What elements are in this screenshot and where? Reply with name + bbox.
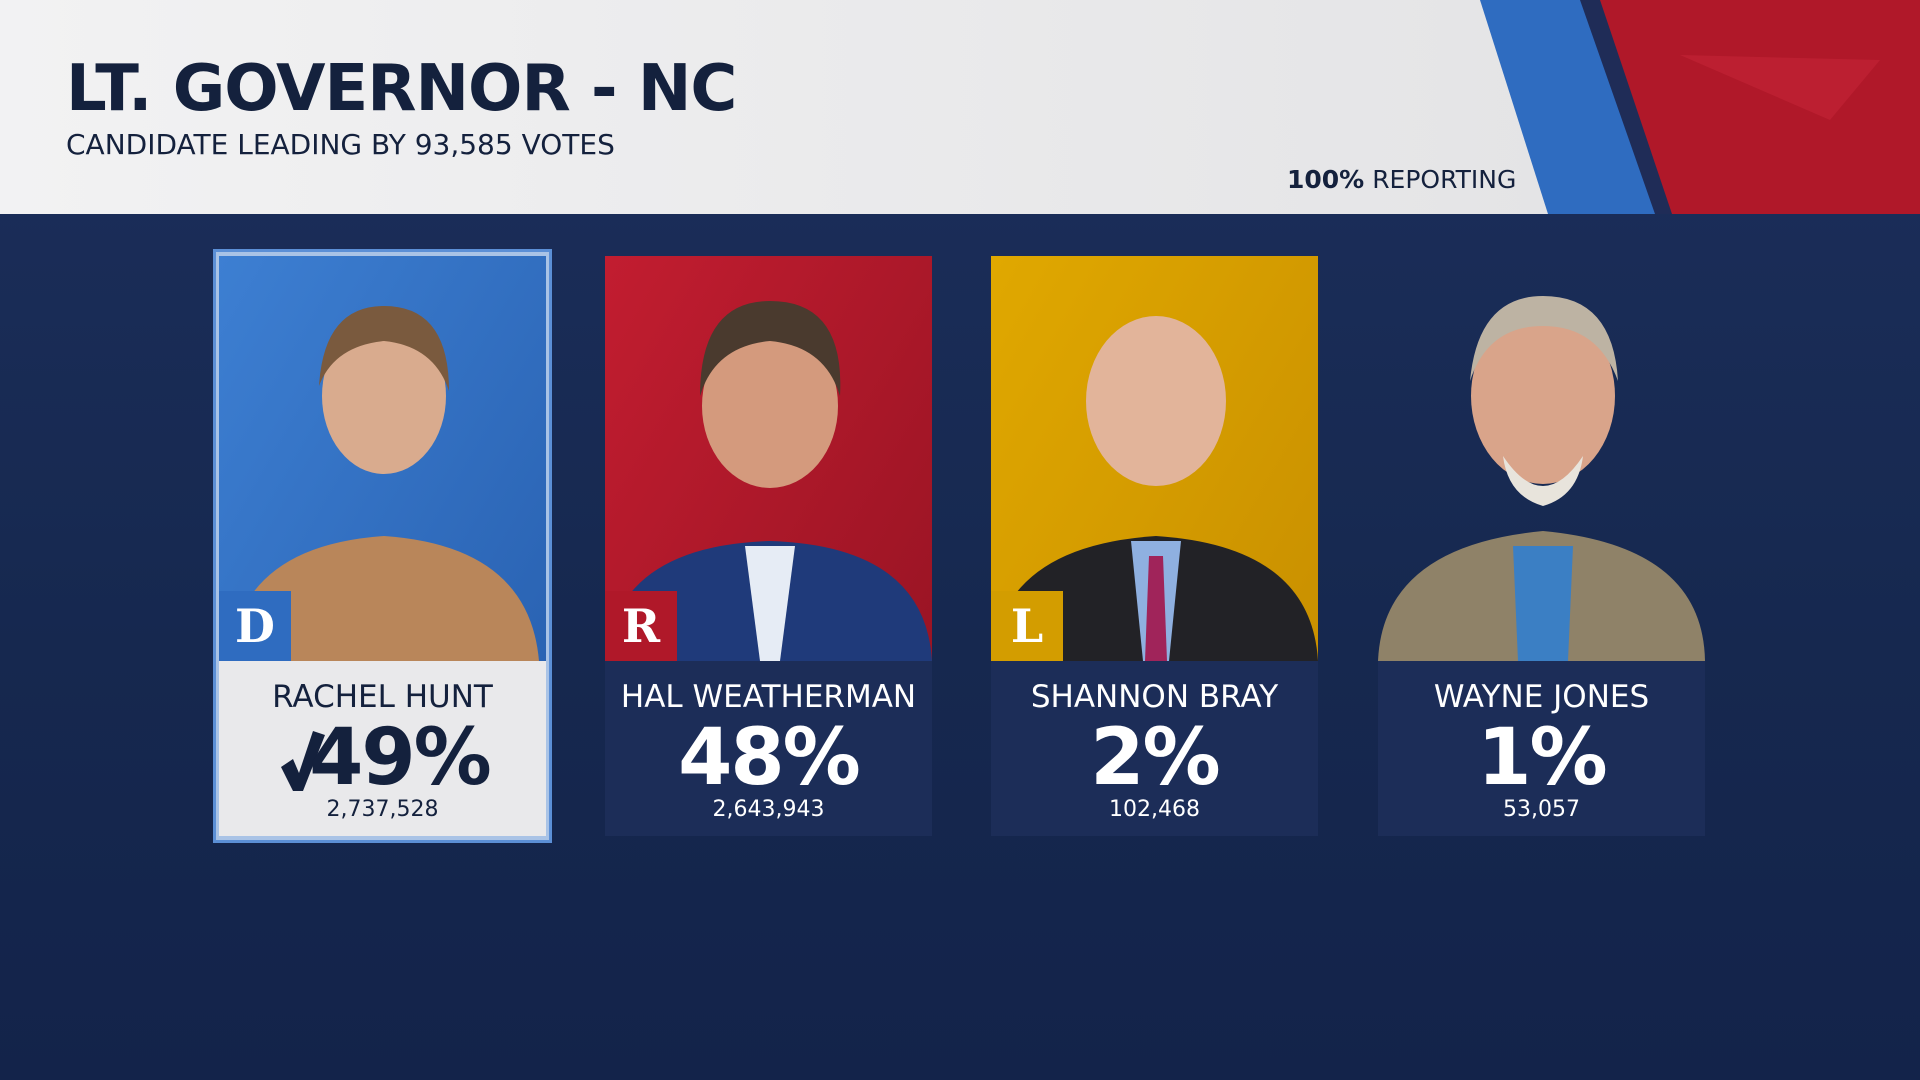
candidate-name: WAYNE JONES [1433,679,1650,715]
reporting-percent: 100% [1287,165,1365,194]
party-badge: D [219,591,291,661]
winner-check [281,731,325,791]
candidate-card: L SHANNON BRAY 2% 102,468 [991,256,1318,836]
candidate-photo [1378,256,1705,661]
candidate-votes: 102,468 [1109,797,1200,822]
candidate-info: SHANNON BRAY 2% 102,468 [991,661,1318,836]
candidate-card: WAYNE JONES 1% 53,057 [1378,256,1705,836]
candidate-name: SHANNON BRAY [1030,679,1279,715]
header: LT. GOVERNOR - NC CANDIDATE LEADING BY 9… [0,0,1920,214]
candidate-percent: 2% [1090,713,1220,803]
candidate-photo: L [991,256,1318,661]
candidate-card: R HAL WEATHERMAN 48% 2,643,943 [605,256,932,836]
candidate-info: HAL WEATHERMAN 48% 2,643,943 [605,661,932,836]
party-badge: L [991,591,1063,661]
candidate-name: RACHEL HUNT [272,679,493,715]
title: LT. GOVERNOR - NC [66,52,737,126]
candidate-card: D RACHEL HUNT 49% 2,737,528 [219,256,546,836]
candidate-name: HAL WEATHERMAN [620,679,917,715]
subtitle: CANDIDATE LEADING BY 93,585 VOTES [66,128,615,161]
candidate-percent: 48% [678,713,861,803]
candidate-percent: 49% [309,713,492,803]
reporting: 100% REPORTING [1287,165,1516,194]
reporting-label: REPORTING [1372,165,1517,194]
candidate-votes: 2,643,943 [712,797,825,822]
candidate-info: RACHEL HUNT 49% 2,737,528 [219,661,546,836]
candidate-info: WAYNE JONES 1% 53,057 [1378,661,1705,836]
candidate-photo: D [219,256,546,661]
candidate-votes: 2,737,528 [326,797,439,822]
candidate-votes: 53,057 [1503,797,1580,822]
header-decoration [1480,0,1920,214]
candidate-percent: 1% [1477,713,1607,803]
candidate-photo: R [605,256,932,661]
party-badge: R [605,591,677,661]
